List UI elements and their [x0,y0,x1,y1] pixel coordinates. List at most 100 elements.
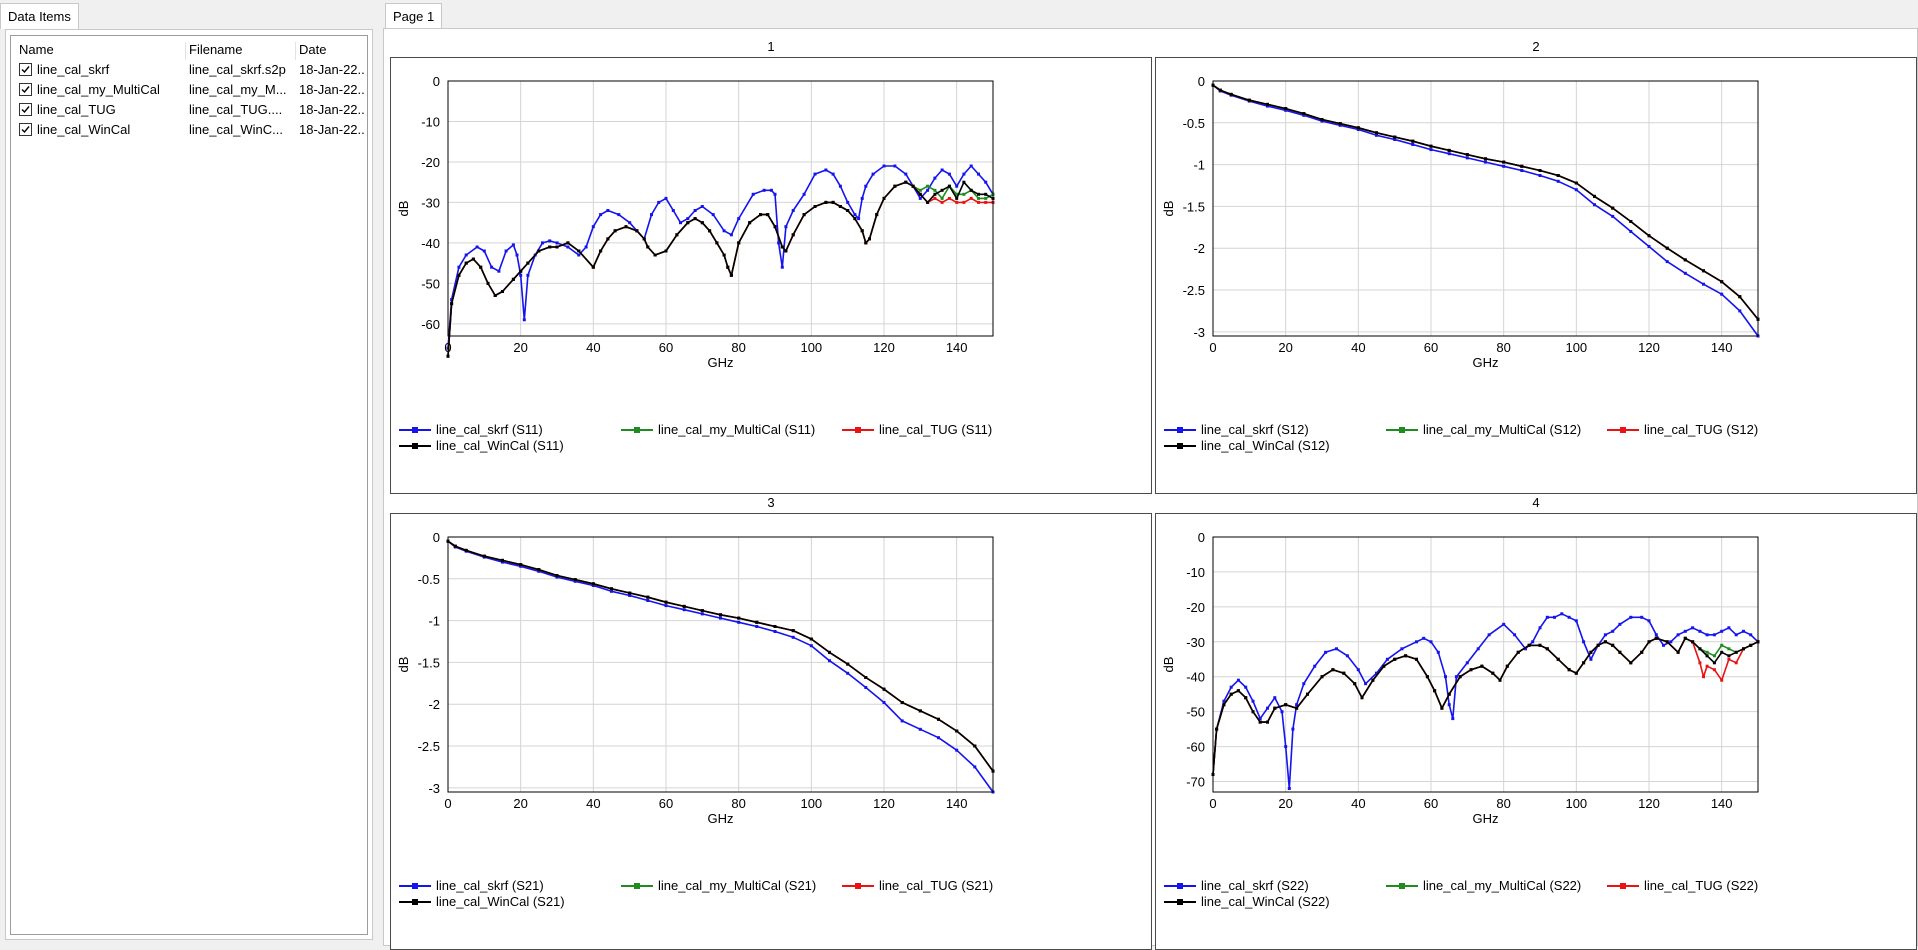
data-point [1447,148,1451,152]
data-point [1647,619,1651,623]
x-tick-label: 80 [731,796,745,811]
data-point [606,209,610,212]
data-point [1342,671,1346,675]
data-point [780,265,784,269]
data-point [1498,678,1502,682]
data-point [1429,148,1433,152]
data-point [664,600,668,604]
data-point [1691,640,1695,644]
column-header-filename[interactable]: Filename [189,42,243,57]
data-point [973,765,977,769]
data-point [1683,271,1687,275]
data-point [1393,135,1397,139]
plot-area [447,536,994,793]
item-checkbox[interactable] [19,103,32,116]
data-point [664,249,668,253]
y-tick-label: -3 [1193,325,1205,340]
list-item[interactable]: line_cal_TUG line_cal_TUG.... 18-Jan-22.… [11,100,367,120]
y-tick-label: -1.5 [418,655,440,670]
data-point [1720,643,1724,647]
data-point [1727,657,1731,661]
data-point [1654,636,1658,640]
plot-frame[interactable]: 0 20 40 60 80 100 120 140 0 -10 -20 -30 -40 -50 -60 -70… [1155,513,1917,950]
data-point [599,213,603,217]
chart-svg[interactable]: 0 20 40 60 80 100 120 140 0 -0.5 -1 -1.5 -2 -2.5 -3 GHz… [1156,58,1916,493]
data-point [566,241,570,245]
x-tick-label: 40 [586,340,600,355]
data-point [737,241,741,245]
data-point [1676,650,1680,654]
tab-page-1[interactable]: Page 1 [385,3,443,29]
item-filename: line_cal_WinC... [189,122,283,137]
data-point [1629,661,1633,665]
data-point [1273,696,1277,700]
data-point [846,200,850,204]
list-item[interactable]: line_cal_skrf line_cal_skrf.s2p 18-Jan-2… [11,60,367,80]
data-point [984,192,988,196]
data-point [1465,153,1469,157]
data-point [955,196,959,200]
column-header-date[interactable]: Date [299,42,327,57]
item-checkbox[interactable] [19,63,32,76]
data-point [802,213,806,217]
data-point [1273,706,1277,710]
data-point [933,192,937,196]
item-checkbox[interactable] [19,123,32,136]
data-point [1654,633,1658,637]
data-point [1712,668,1716,672]
plot-title: 1 [767,39,775,54]
plot-frame[interactable]: 0 20 40 60 80 100 120 140 0 -0.5 -1 -1.5 -2 -2.5 -3 GHz… [1155,57,1917,494]
data-point [1295,706,1299,710]
list-item[interactable]: line_cal_WinCal line_cal_WinC... 18-Jan-… [11,120,367,140]
legend-swatch [399,899,431,905]
data-point [1480,664,1484,668]
data-point [1375,671,1378,675]
data-items-list[interactable]: Name Filename Date line_cal_skrf line_ca… [10,35,368,935]
x-tick-label: 140 [1711,796,1733,811]
data-point [1425,675,1429,679]
item-checkbox[interactable] [19,83,32,96]
data-point [1313,664,1317,668]
data-point [1720,629,1724,633]
data-point [1331,668,1335,672]
column-header-name[interactable]: Name [19,42,54,57]
data-point [1698,647,1702,651]
list-item[interactable]: line_cal_my_MultiCal line_cal_my_M... 18… [11,80,367,100]
data-point [573,579,577,583]
data-point [464,548,468,552]
data-point [1556,174,1560,177]
tab-data-items[interactable]: Data Items [0,3,79,29]
data-point [918,192,922,196]
chart-svg[interactable]: 0 20 40 60 80 100 120 140 0 -0.5 -1 -1.5 -2 -2.5 -3 GHz… [391,514,1151,949]
plot-frame[interactable]: 0 20 40 60 80 100 120 140 0 -0.5 -1 -1.5 -2 -2.5 -3 GHz… [390,513,1152,950]
y-tick-label: -1.5 [1183,199,1205,214]
data-point [693,217,697,221]
data-point [838,205,842,208]
data-point [846,671,850,675]
data-point [755,620,759,624]
plot-4: 4 0 20 40 60 80 100 120 140 0 -10 -20 -30 -40 -50 -60 -… [1155,495,1917,950]
data-point [1284,703,1288,707]
chart-svg[interactable]: 0 20 40 60 80 100 120 140 0 -10 -20 -30 -40 -50 -60 GHz… [391,58,1151,493]
data-point [522,318,526,322]
data-point [1295,703,1299,707]
data-point [537,249,541,253]
data-point [791,635,795,639]
data-point [700,205,704,208]
data-point [519,273,523,277]
data-point [784,225,788,229]
data-point [1215,727,1219,731]
chart-svg[interactable]: 0 20 40 60 80 100 120 140 0 -10 -20 -30 -40 -50 -60 -70… [1156,514,1916,949]
data-point [1538,169,1542,172]
data-point [1527,643,1531,647]
data-point [1266,102,1269,106]
data-point [1603,640,1607,644]
data-point [1611,214,1615,218]
item-date: 18-Jan-22... [299,62,365,77]
data-point [1284,108,1288,112]
plot-frame[interactable]: 0 20 40 60 80 100 120 140 0 -10 -20 -30 -40 -50 -60 GHz… [390,57,1152,494]
data-point [955,192,959,196]
data-point [1236,689,1240,693]
data-point [1720,292,1724,296]
data-point [501,558,504,562]
